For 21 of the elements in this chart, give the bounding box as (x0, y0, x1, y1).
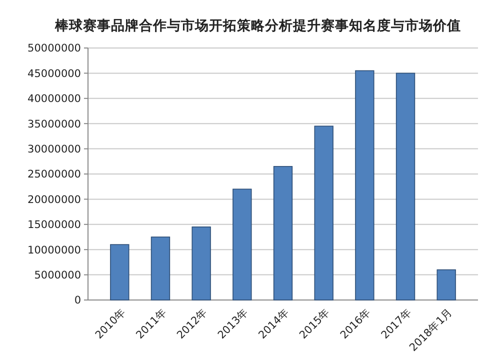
y-tick-label: 0 (74, 294, 81, 307)
y-tick-label: 45000000 (28, 68, 81, 80)
y-tick-label: 40000000 (28, 93, 81, 106)
y-tick-label: 15000000 (28, 219, 81, 232)
y-tick-label: 5000000 (34, 269, 81, 282)
bar (110, 244, 130, 300)
bar (150, 236, 170, 300)
y-tick-label: 20000000 (28, 194, 81, 206)
bar (192, 226, 211, 300)
y-tick-label: 35000000 (28, 118, 81, 130)
bar (355, 70, 374, 300)
y-tick-label: 50000000 (28, 42, 81, 55)
bar (273, 166, 293, 300)
bar (396, 72, 416, 300)
bar (314, 126, 334, 300)
chart-title: 棒球赛事品牌合作与市场开拓策略分析提升赛事知名度与市场价值 (54, 17, 461, 34)
y-tick-label: 25000000 (28, 168, 81, 181)
y-tick-label: 10000000 (28, 244, 81, 256)
bar (436, 269, 456, 300)
y-tick-label: 30000000 (28, 143, 81, 156)
bar (232, 188, 252, 300)
